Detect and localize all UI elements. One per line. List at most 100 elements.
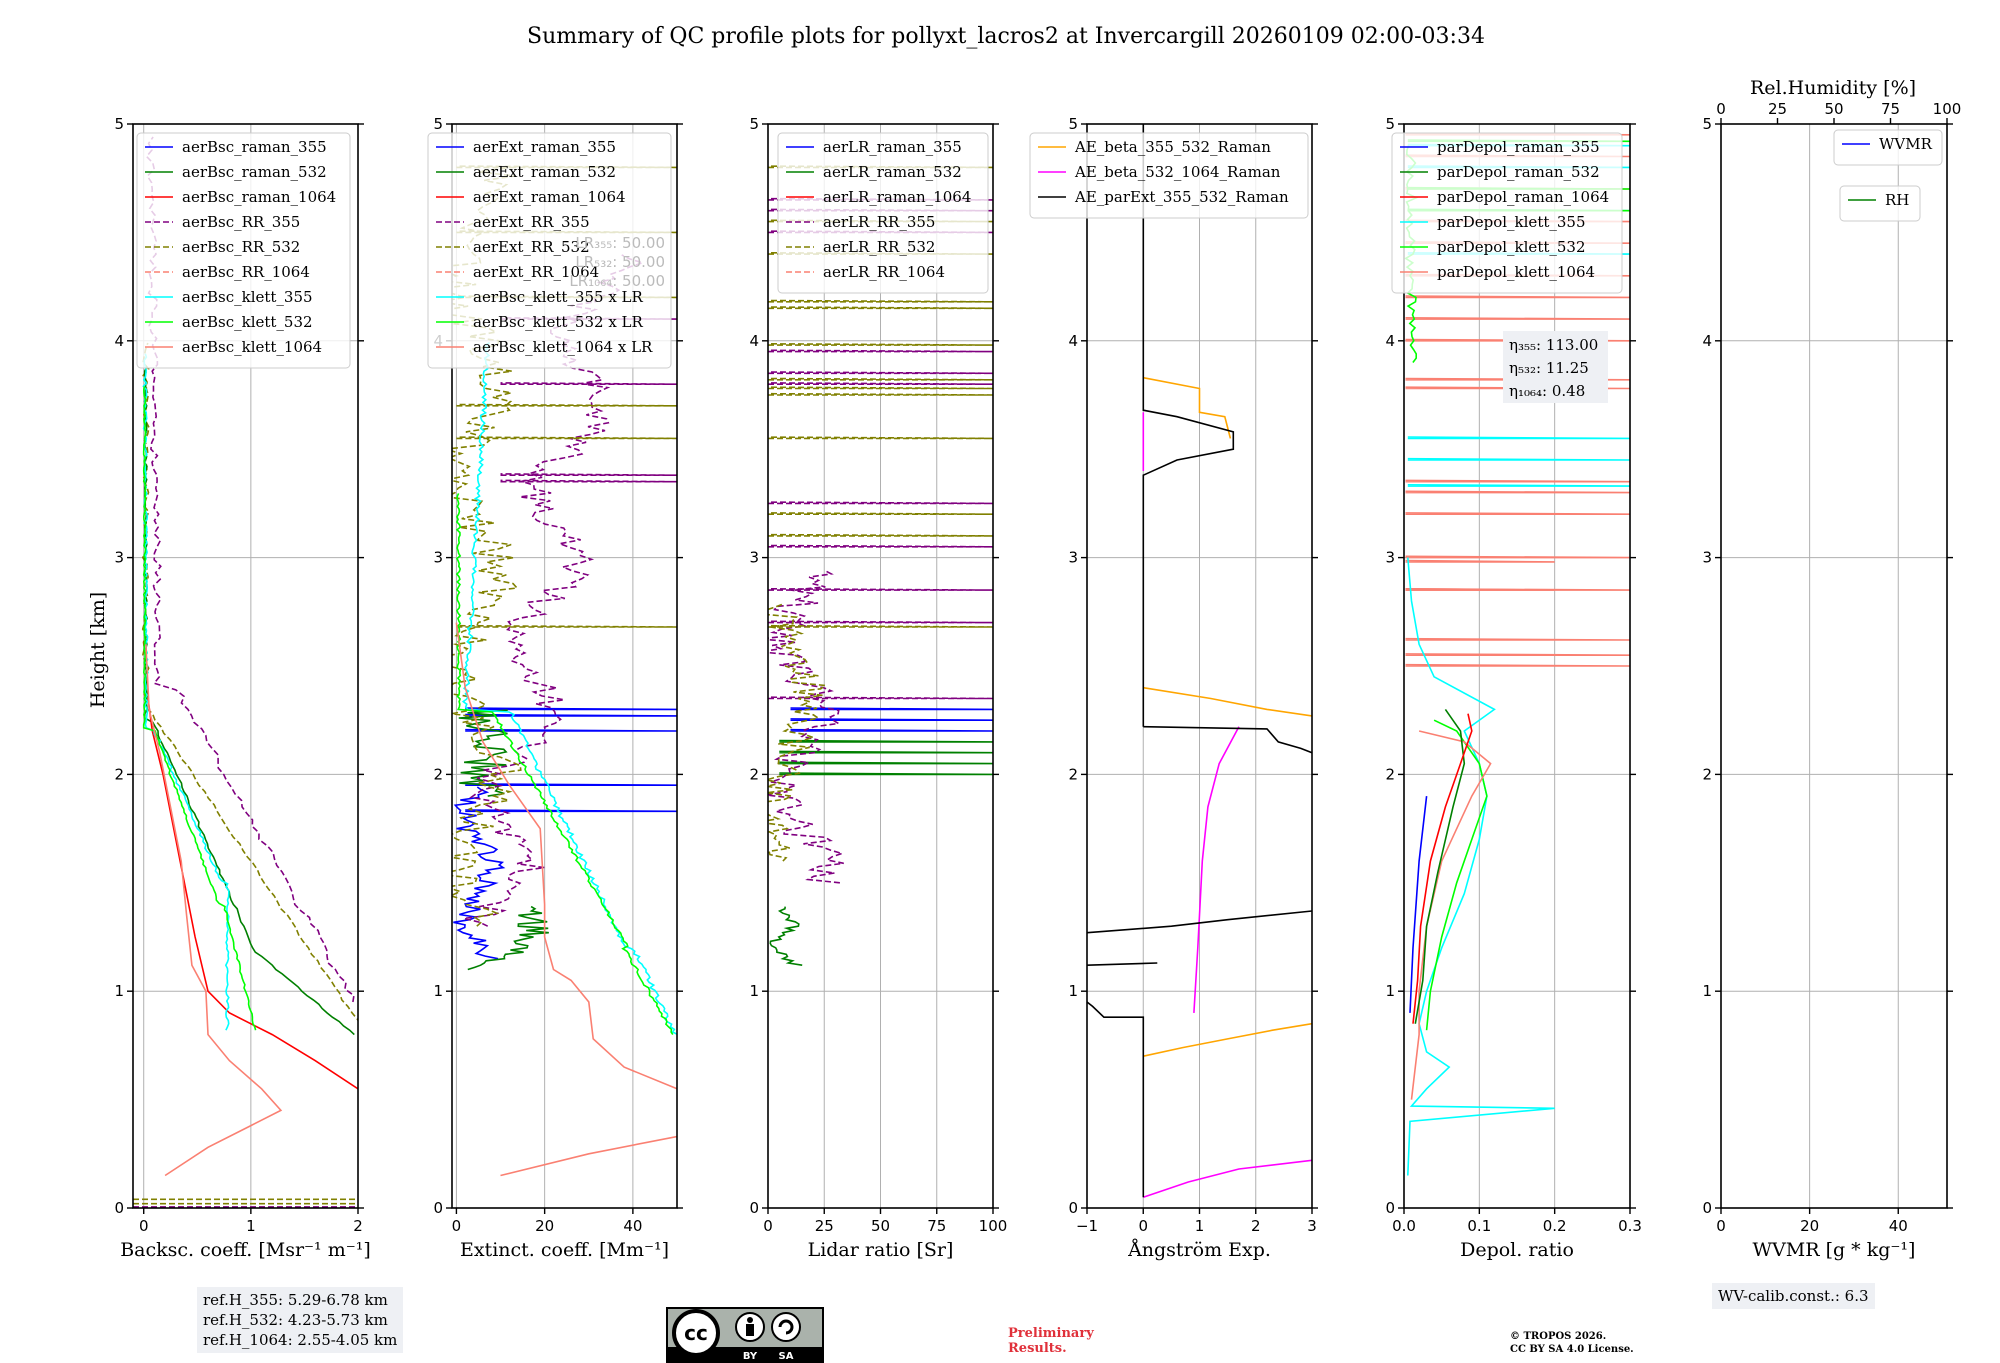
- parDepol-raman-355: [1409, 796, 1428, 1013]
- x-tick-label: 0: [452, 1217, 462, 1235]
- series-bsc: [133, 136, 358, 1208]
- ref-h-1064: ref.H_1064: 2.55-4.05 km: [203, 1331, 398, 1349]
- parDepol-klett-1064-spike: [1405, 637, 1630, 641]
- x-axis-label-ext: Extinct. coeff. [Mm⁻¹]: [460, 1239, 669, 1261]
- legend-label: aerBsc_klett_532: [182, 313, 313, 331]
- parDepol-klett-1064-spike: [1405, 559, 1555, 563]
- AE-parExt-seg: [1087, 962, 1158, 966]
- parDepol-klett-1064-spike: [1405, 512, 1630, 515]
- aerExt-raman-355-spike: [465, 713, 677, 717]
- aerLR-rr-355-spike: [768, 620, 993, 624]
- aerLR-raman-532-spike: [779, 772, 993, 776]
- y-tick-label: 5: [433, 115, 443, 133]
- parDepol-klett-1064-spike: [1405, 317, 1630, 320]
- parDepol-klett-355-spike: [1407, 484, 1630, 487]
- aerBsc-klett-1064-x-lr: [455, 622, 677, 1090]
- aerExt-rr-532-spike: [456, 436, 677, 440]
- eta-note: η₃₅₅: 113.00 η₅₃₂: 11.25 η₁₀₆₄: 0.48: [1503, 331, 1608, 403]
- legend-label: aerBsc_RR_1064: [182, 263, 310, 281]
- parDepol-klett-1064-spike: [1405, 588, 1555, 591]
- aerLR-rr-532-spike: [768, 512, 993, 515]
- y-tick-label: 4: [749, 332, 759, 350]
- parDepol-raman-1064: [1412, 713, 1473, 1024]
- axes-frame: [1720, 123, 1948, 1209]
- y-tick-label: 3: [1702, 549, 1712, 567]
- x-tick-label: 1: [246, 1217, 256, 1235]
- ref-h-532: ref.H_532: 4.23-5.73 km: [203, 1311, 388, 1329]
- legend-label: aerBsc_klett_1064: [182, 338, 322, 356]
- parDepol-klett-1064-spike: [1405, 663, 1630, 667]
- aerBsc-klett-1064-x-lr-low: [500, 1135, 677, 1177]
- parDepol-klett-355-spike: [1407, 457, 1630, 461]
- aerLR-rr-532-spike: [768, 533, 993, 537]
- AE-parExt-seg2: [1087, 910, 1312, 934]
- AE-parExt-mid: [1143, 725, 1312, 754]
- preliminary-results-note: Preliminary Results.: [1008, 1326, 1094, 1356]
- legend-bsc: aerBsc_raman_355 aerBsc_raman_532 aerBsc_r…: [136, 132, 351, 369]
- legend-label: RH: [1885, 191, 1909, 209]
- AE-beta-355-532-low: [1143, 1022, 1312, 1057]
- lr-note: LR₁₀₆₄: 50.00: [569, 272, 665, 290]
- legend-label: aerLR_raman_532: [823, 163, 962, 181]
- x-tick-label: 1: [1195, 1217, 1205, 1235]
- aerExt-raman-532-b: [458, 709, 508, 797]
- x-tick-label: −1: [1076, 1217, 1098, 1235]
- x-tick-label: 40: [1889, 1217, 1908, 1235]
- AE-parExt-low: [1087, 1001, 1145, 1198]
- aerBsc-klett-532: [142, 386, 257, 1031]
- parDepol-klett-1064-spike: [1405, 479, 1630, 483]
- aerLR-rr-355-spike: [768, 501, 993, 505]
- legend-label: aerExt_RR_1064: [473, 263, 599, 281]
- x-tick-label: 2: [353, 1217, 363, 1235]
- legend-label: WVMR: [1879, 135, 1933, 153]
- legend-label: parDepol_klett_355: [1437, 213, 1586, 231]
- parDepol-klett-1064-spike: [1405, 653, 1630, 656]
- legend-box: [136, 132, 351, 369]
- y-tick-label: 1: [433, 982, 443, 1000]
- parDepol-klett-532: [1425, 719, 1488, 1031]
- aerLR-raman-532-spike: [779, 761, 993, 765]
- y-tick-label: 0: [114, 1199, 124, 1217]
- aerLR-rr-532: [768, 603, 828, 862]
- aerLR-rr-355: [768, 569, 845, 884]
- y-axis-label: Height [km]: [87, 592, 109, 708]
- wv-calib-note: WV-calib.const.: 6.3: [1712, 1283, 1875, 1309]
- legend-label: parDepol_raman_355: [1437, 138, 1600, 156]
- aerLR-rr-532-spike: [768, 377, 993, 381]
- parDepol-klett-355: [1407, 557, 1555, 1176]
- top-tick-label: 50: [1824, 100, 1843, 118]
- x-axis-label-lr: Lidar ratio [Sr]: [808, 1239, 954, 1261]
- y-tick-label: 5: [1068, 115, 1078, 133]
- wv-top-axis-label: Rel.Humidity [%]: [1750, 77, 1916, 99]
- x-axis-label-ae: Ångström Exp.: [1127, 1239, 1271, 1261]
- reference-height-note: ref.H_355: 5.29-6.78 km ref.H_532: 4.23-…: [197, 1287, 404, 1353]
- x-tick-label: 0: [139, 1217, 149, 1235]
- x-tick-label: 0: [763, 1217, 773, 1235]
- legend-box: [1391, 132, 1623, 294]
- y-tick-label: 1: [1702, 982, 1712, 1000]
- aerBsc-klett-532-x-lr: [455, 493, 674, 1036]
- series-dep: [1404, 132, 1630, 1176]
- y-tick-label: 3: [1385, 549, 1395, 567]
- preliminary-line-1: Preliminary: [1008, 1326, 1094, 1341]
- axes-frame: [132, 123, 359, 1209]
- aerBsc-klett-355-x-lr: [461, 341, 677, 1036]
- y-tick-label: 0: [433, 1199, 443, 1217]
- axes-frame: [1403, 123, 1631, 1209]
- lr-note: LR₅₃₂: 50.00: [575, 253, 665, 271]
- eta-line: η₃₅₅: 113.00: [1509, 336, 1598, 354]
- x-axis-label-bsc: Backsc. coeff. [Msr⁻¹ m⁻¹]: [120, 1239, 371, 1261]
- aerLR-raman-355-spike: [790, 718, 993, 721]
- y-tick-label: 3: [433, 549, 443, 567]
- legend-ext: aerExt_raman_355 aerExt_raman_532 aerExt_r…: [427, 132, 672, 369]
- aerExt-rr-532-spike: [456, 624, 677, 628]
- legend-dep: parDepol_raman_355 parDepol_raman_532 parD…: [1391, 132, 1623, 294]
- aerLR-rr-532-spike: [768, 343, 993, 346]
- legend-label: AE_parExt_355_532_Raman: [1074, 188, 1289, 206]
- legend-label: aerExt_RR_355: [473, 213, 590, 231]
- x-tick-label: 0: [1716, 1217, 1726, 1235]
- aerLR-rr-532-spike: [768, 299, 993, 303]
- series-ae: [1087, 124, 1312, 1198]
- x-tick-label: 0.3: [1618, 1217, 1642, 1235]
